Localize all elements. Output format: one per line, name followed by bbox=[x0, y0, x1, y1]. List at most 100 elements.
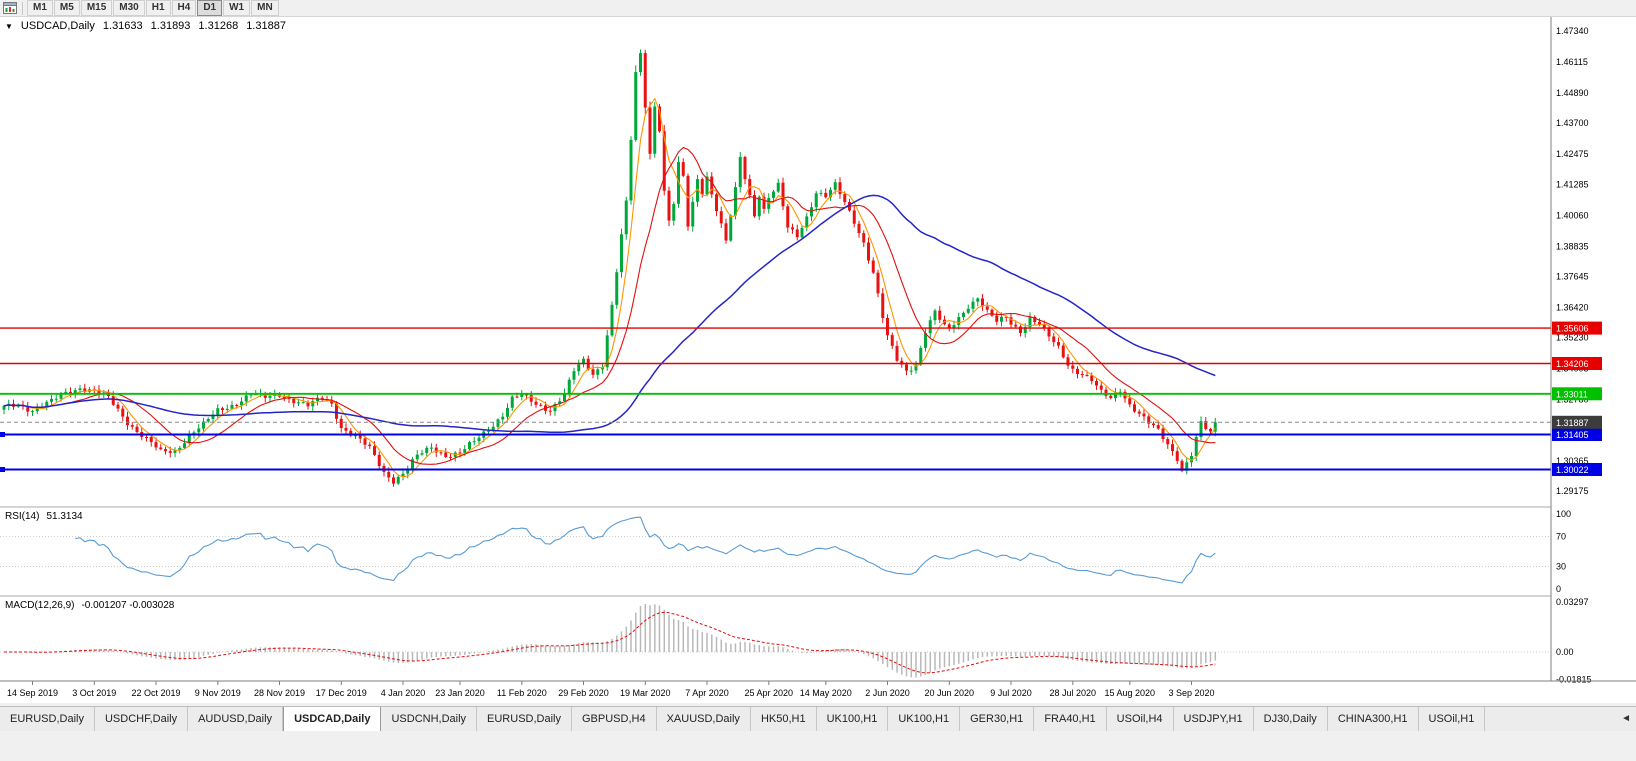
status-area bbox=[0, 731, 1636, 761]
svg-text:25 Apr 2020: 25 Apr 2020 bbox=[745, 688, 794, 698]
svg-text:1.30365: 1.30365 bbox=[1556, 456, 1589, 466]
svg-text:14 May 2020: 14 May 2020 bbox=[800, 688, 852, 698]
svg-text:23 Jan 2020: 23 Jan 2020 bbox=[435, 688, 485, 698]
horizontal-lines-layer[interactable] bbox=[0, 327, 1551, 472]
chart-tab-eurusd-daily[interactable]: EURUSD,Daily bbox=[0, 707, 95, 731]
chart-symbol-label: USDCAD,Daily bbox=[20, 20, 95, 32]
svg-text:0.00: 0.00 bbox=[1556, 647, 1574, 657]
svg-text:0: 0 bbox=[1556, 584, 1561, 594]
svg-text:28 Jul 2020: 28 Jul 2020 bbox=[1050, 688, 1097, 698]
svg-text:1.40060: 1.40060 bbox=[1556, 210, 1589, 220]
timeframe-button-w1[interactable]: W1 bbox=[223, 0, 251, 16]
current-price-badge: 1.31887 bbox=[1552, 415, 1602, 429]
svg-text:70: 70 bbox=[1556, 532, 1566, 542]
ma-line-55 bbox=[3, 194, 1216, 434]
svg-text:2 Jun 2020: 2 Jun 2020 bbox=[865, 688, 910, 698]
svg-text:7 Apr 2020: 7 Apr 2020 bbox=[685, 688, 729, 698]
ma-line-5 bbox=[3, 97, 1216, 478]
svg-text:30: 30 bbox=[1556, 562, 1566, 572]
chart-ohlc-header: ▼ USDCAD,Daily 1.31633 1.31893 1.31268 1… bbox=[5, 20, 286, 32]
timeframe-buttons: M1 M5 M15 M30 H1 H4 D1 W1 MN bbox=[27, 0, 279, 16]
rsi-indicator-label: RSI(14) 51.3134 bbox=[5, 511, 83, 522]
chart-window-icon-glyph bbox=[3, 2, 17, 14]
chart-tab-audusd-daily[interactable]: AUDUSD,Daily bbox=[188, 707, 284, 731]
macd-pane bbox=[0, 604, 1551, 678]
svg-text:1.44890: 1.44890 bbox=[1556, 88, 1589, 98]
macd-indicator-label: MACD(12,26,9) -0.001207 -0.003028 bbox=[5, 600, 174, 611]
svg-text:22 Oct 2019: 22 Oct 2019 bbox=[131, 688, 180, 698]
pane-separators[interactable] bbox=[0, 506, 1636, 597]
timeframe-button-h1[interactable]: H1 bbox=[145, 0, 171, 16]
rsi-value: 51.3134 bbox=[46, 511, 83, 522]
chart-tab-usdcnh-daily[interactable]: USDCNH,Daily bbox=[381, 707, 478, 731]
chart-tab-usoil-h1[interactable]: USOil,H1 bbox=[1418, 707, 1486, 731]
price-line-badge: 1.34206 bbox=[1552, 357, 1602, 370]
svg-text:1.31887: 1.31887 bbox=[1556, 418, 1589, 428]
candles-layer bbox=[2, 49, 1217, 487]
chart-area[interactable]: 1.47340 1.46115 1.44890 1.43700 1.42475 1.412… bbox=[0, 17, 1636, 703]
chart-tabs: EURUSD,Daily USDCHF,Daily AUDUSD,Daily USDC… bbox=[0, 707, 1636, 731]
svg-text:3 Oct 2019: 3 Oct 2019 bbox=[72, 688, 116, 698]
chart-tab-gbpusd-h4[interactable]: GBPUSD,H4 bbox=[572, 707, 657, 731]
timeframe-button-m15[interactable]: M15 bbox=[80, 0, 113, 16]
chart-tab-fra40-h1[interactable]: FRA40,H1 bbox=[1034, 707, 1107, 731]
toolbar-separator bbox=[22, 1, 23, 15]
svg-text:-0.01815: -0.01815 bbox=[1556, 675, 1592, 685]
svg-text:20 Jun 2020: 20 Jun 2020 bbox=[925, 688, 975, 698]
chart-tab-dj30-daily[interactable]: DJ30,Daily bbox=[1253, 707, 1328, 731]
price-line-badge: 1.35606 bbox=[1552, 321, 1602, 335]
svg-text:1.33011: 1.33011 bbox=[1556, 389, 1588, 399]
svg-text:1.37645: 1.37645 bbox=[1556, 271, 1589, 281]
chart-tab-usoil-h4[interactable]: USOil,H4 bbox=[1106, 707, 1174, 731]
ohlc-close-value: 1.31887 bbox=[246, 20, 286, 32]
svg-text:4 Jan 2020: 4 Jan 2020 bbox=[381, 688, 426, 698]
chart-tab-xauusd-daily[interactable]: XAUUSD,Daily bbox=[656, 707, 751, 731]
svg-text:1.38835: 1.38835 bbox=[1556, 241, 1589, 251]
chart-tab-usdcad-daily[interactable]: USDCAD,Daily bbox=[283, 707, 382, 731]
time-axis[interactable]: 14 Sep 2019 3 Oct 2019 22 Oct 2019 9 Nov 20… bbox=[0, 680, 1636, 698]
timeframe-button-m30[interactable]: M30 bbox=[113, 0, 145, 16]
svg-text:15 Aug 2020: 15 Aug 2020 bbox=[1105, 688, 1156, 698]
svg-text:1.34206: 1.34206 bbox=[1556, 359, 1589, 369]
svg-text:29 Feb 2020: 29 Feb 2020 bbox=[558, 688, 609, 698]
rsi-name: RSI(14) bbox=[5, 511, 40, 522]
svg-text:1.30022: 1.30022 bbox=[1556, 465, 1589, 475]
macd-name: MACD(12,26,9) bbox=[5, 600, 75, 611]
svg-text:1.31405: 1.31405 bbox=[1556, 430, 1589, 440]
tab-scroll-left-icon[interactable]: ◄ bbox=[1616, 707, 1636, 731]
chart-tab-uk100-h1[interactable]: UK100,H1 bbox=[816, 707, 889, 731]
chart-canvas[interactable]: 1.47340 1.46115 1.44890 1.43700 1.42475 1.412… bbox=[0, 17, 1636, 703]
chart-tab-ger30-h1[interactable]: GER30,H1 bbox=[960, 707, 1035, 731]
ohlc-high-value: 1.31893 bbox=[150, 20, 191, 32]
timeframe-button-m5[interactable]: M5 bbox=[53, 0, 80, 16]
price-line-badge: 1.33011 bbox=[1552, 387, 1602, 401]
rsi-pane bbox=[0, 516, 1551, 584]
svg-text:1.47340: 1.47340 bbox=[1556, 26, 1589, 36]
timeframe-toolbar: M1 M5 M15 M30 H1 H4 D1 W1 MN bbox=[0, 0, 1636, 17]
timeframe-button-m1[interactable]: M1 bbox=[27, 0, 53, 16]
svg-text:9 Jul 2020: 9 Jul 2020 bbox=[990, 688, 1032, 698]
timeframe-button-d1[interactable]: D1 bbox=[197, 0, 223, 16]
timeframe-button-mn[interactable]: MN bbox=[251, 0, 279, 16]
ohlc-open-value: 1.31633 bbox=[102, 20, 143, 32]
chart-tab-china300-h1[interactable]: CHINA300,H1 bbox=[1327, 707, 1419, 731]
timeframe-button-h4[interactable]: H4 bbox=[171, 0, 197, 16]
svg-text:28 Nov 2019: 28 Nov 2019 bbox=[254, 688, 305, 698]
price-line-badge: 1.30022 bbox=[1552, 463, 1602, 476]
price-line-badge: 1.31405 bbox=[1552, 428, 1602, 441]
chart-tab-eurusd-daily[interactable]: EURUSD,Daily bbox=[477, 707, 572, 731]
svg-text:1.41285: 1.41285 bbox=[1556, 179, 1589, 189]
chart-tab-usdchf-daily[interactable]: USDCHF,Daily bbox=[94, 707, 189, 731]
symbol-dropdown-icon[interactable]: ▼ bbox=[5, 21, 13, 31]
svg-text:1.29175: 1.29175 bbox=[1556, 486, 1589, 496]
svg-text:17 Dec 2019: 17 Dec 2019 bbox=[316, 688, 367, 698]
svg-text:14 Sep 2019: 14 Sep 2019 bbox=[7, 688, 58, 698]
ma-line-13 bbox=[3, 146, 1216, 465]
chart-tab-uk100-h1[interactable]: UK100,H1 bbox=[888, 707, 961, 731]
chart-window-icon[interactable] bbox=[3, 2, 17, 14]
chart-tab-hk50-h1[interactable]: HK50,H1 bbox=[750, 707, 817, 731]
svg-text:3 Sep 2020: 3 Sep 2020 bbox=[1168, 688, 1214, 698]
chart-tab-usdjpy-h1[interactable]: USDJPY,H1 bbox=[1173, 707, 1254, 731]
svg-text:0.03297: 0.03297 bbox=[1556, 597, 1589, 607]
